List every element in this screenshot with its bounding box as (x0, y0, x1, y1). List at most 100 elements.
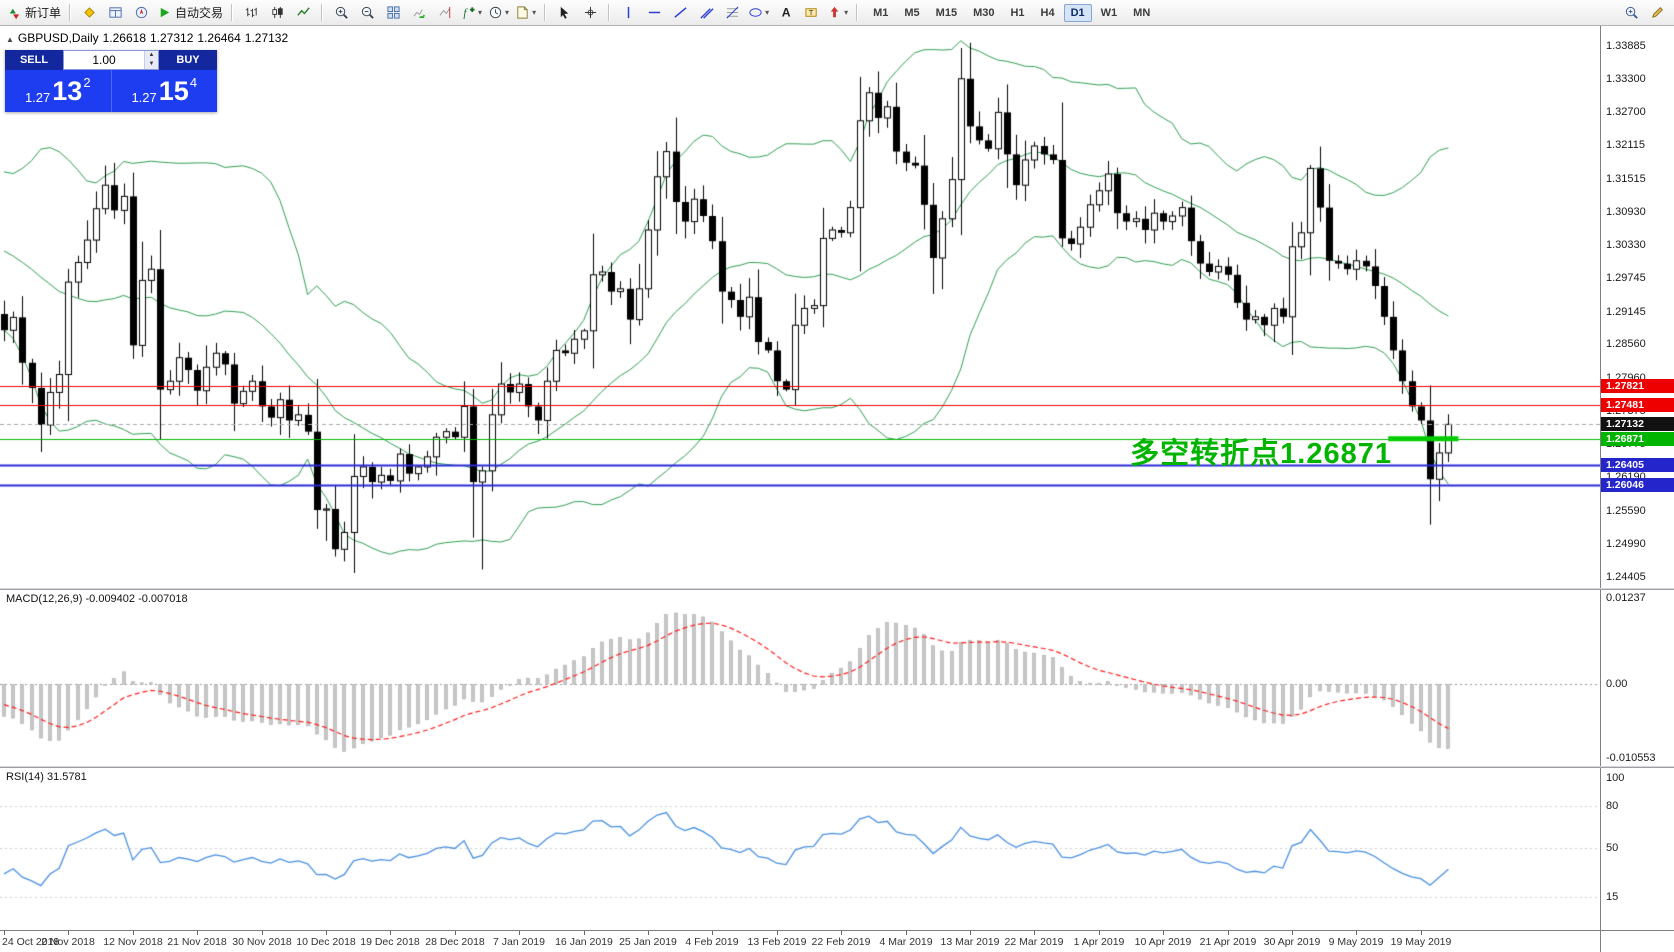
date-label: 21 Apr 2019 (1199, 936, 1257, 948)
time-axis-tick (390, 931, 391, 935)
date-label: 1 Apr 2019 (1073, 936, 1125, 948)
text-label-button[interactable]: T (799, 3, 823, 23)
date-label: 30 Apr 2019 (1263, 936, 1321, 948)
date-label: 7 Jan 2019 (493, 936, 545, 948)
rsi-label: RSI(14) 31.5781 (6, 771, 87, 783)
sell-price[interactable]: 1.27 13 2 (5, 70, 112, 112)
equidistant-channel-button[interactable] (694, 3, 718, 23)
indicators-button[interactable]: f ▾ (459, 3, 484, 23)
price-tag: 1.27481 (1601, 397, 1674, 412)
panel-separator[interactable] (0, 766, 1674, 768)
rsi-canvas[interactable] (0, 768, 1600, 930)
timeframe-button-H1[interactable]: H1 (1010, 6, 1025, 19)
data-window-icon (108, 5, 123, 20)
buy-price[interactable]: 1.27 15 4 (112, 70, 218, 112)
macd-scale-label: -0.010553 (1606, 752, 1656, 764)
crosshair-button[interactable] (578, 3, 602, 23)
cursor-button[interactable] (552, 3, 576, 23)
bars-icon (244, 5, 259, 20)
date-label: 10 Apr 2019 (1134, 936, 1192, 948)
timeframe-button-M5[interactable]: M5 (904, 6, 920, 19)
search-button[interactable] (1619, 3, 1643, 23)
new-order-button[interactable]: 新订单 (5, 3, 63, 23)
rsi-scale-label: 15 (1606, 891, 1619, 903)
macd-scale-label: 0.01237 (1606, 592, 1646, 604)
vertical-line-button[interactable] (616, 3, 640, 23)
vline-icon (621, 5, 636, 20)
price-chart-canvas[interactable] (0, 26, 1600, 588)
timeframe-button-MN[interactable]: MN (1133, 6, 1151, 19)
time-axis[interactable]: 24 Oct 2018 2 Nov 2018 12 Nov 2018 21 Nov 2… (0, 930, 1674, 952)
price-scale[interactable]: 1.33885 1.33300 1.32700 1.32115 1.31515 1.309… (1600, 26, 1674, 588)
toolbar-separator (608, 4, 611, 21)
zoom-out-button[interactable] (355, 3, 379, 23)
rsi-scale[interactable]: 100 80 50 15 (1600, 768, 1674, 930)
line-chart-button[interactable] (291, 3, 315, 23)
timeframe-button-M15[interactable]: M15 (935, 6, 958, 19)
volume-down-button[interactable]: ▼ (145, 60, 158, 69)
timeframe-button-M1[interactable]: M1 (873, 6, 889, 19)
shapes-button[interactable]: ▾ (746, 3, 771, 23)
zoom-in-button[interactable] (329, 3, 353, 23)
candlestick-chart-button[interactable] (265, 3, 289, 23)
date-label: 19 Dec 2018 (360, 936, 420, 948)
chart-annotation-text[interactable]: 多空转折点1.26871 (1130, 438, 1392, 470)
time-axis-tick (1163, 931, 1164, 935)
horizontal-line-button[interactable] (642, 3, 666, 23)
date-label: 21 Nov 2018 (167, 936, 227, 948)
text-button[interactable]: A (773, 3, 797, 23)
edit-button[interactable] (1645, 3, 1669, 23)
bar-chart-button[interactable] (239, 3, 263, 23)
price-scale-label: 1.32115 (1606, 139, 1645, 152)
templates-button[interactable]: ▾ (513, 3, 538, 23)
time-axis-tick (455, 931, 456, 935)
price-scale-label: 1.29145 (1606, 305, 1646, 318)
price-tag: 1.27132 (1601, 417, 1674, 432)
time-axis-tick (326, 931, 327, 935)
date-label: 16 Jan 2019 (555, 936, 613, 948)
ohlc-low: 1.26464 (197, 31, 241, 45)
tile-windows-button[interactable] (381, 3, 405, 23)
main-chart-panel: 1.33885 1.33300 1.32700 1.32115 1.31515 1.309… (0, 26, 1674, 588)
date-label: 13 Feb 2019 (747, 936, 807, 948)
toolbar-separator (544, 4, 547, 21)
date-label: 22 Mar 2019 (1004, 936, 1064, 948)
timeframe-button-D1[interactable]: D1 (1063, 3, 1092, 22)
navigator-button[interactable] (129, 3, 153, 23)
time-axis-tick (841, 931, 842, 935)
timeframe-button-H4[interactable]: H4 (1040, 6, 1055, 19)
macd-canvas[interactable] (0, 590, 1600, 766)
timeframe-button-M30[interactable]: M30 (973, 6, 995, 19)
buy-button[interactable]: BUY (159, 50, 217, 70)
trendline-button[interactable] (668, 3, 692, 23)
price-scale-label: 1.33300 (1606, 72, 1646, 85)
autotrading-button[interactable]: 自动交易 (155, 3, 225, 23)
text-icon: A (778, 5, 793, 20)
auto-scroll-button[interactable] (407, 3, 431, 23)
time-axis-tick (970, 931, 971, 935)
volume-input[interactable] (64, 51, 144, 69)
alerts-button[interactable] (77, 3, 101, 23)
time-axis-tick (777, 931, 778, 935)
periods-button[interactable]: ▾ (486, 3, 511, 23)
date-label: 30 Nov 2018 (232, 936, 292, 948)
time-axis-tick (133, 931, 134, 935)
new-order-icon (7, 5, 22, 20)
arrows-button[interactable]: ▾ (825, 3, 850, 23)
macd-scale[interactable]: 0.01237 0.00 -0.010553 (1600, 590, 1674, 766)
trendline-icon (673, 5, 688, 20)
caret-down-icon: ▾ (505, 8, 510, 17)
volume-up-button[interactable]: ▲ (145, 51, 158, 60)
toolbar-separator (231, 4, 234, 21)
chart-shift-button[interactable] (433, 3, 457, 23)
timeframe-button-W1[interactable]: W1 (1100, 6, 1118, 19)
macd-scale-label: 0.00 (1606, 678, 1628, 691)
fibonacci-button[interactable] (720, 3, 744, 23)
sell-button[interactable]: SELL (5, 50, 63, 70)
svg-text:A: A (781, 6, 790, 20)
data-window-button[interactable] (103, 3, 127, 23)
price-tag: 1.26871 (1601, 431, 1674, 446)
panel-separator[interactable] (0, 588, 1674, 590)
toolbar-separator (321, 4, 324, 21)
zoom-out-icon (360, 5, 375, 20)
